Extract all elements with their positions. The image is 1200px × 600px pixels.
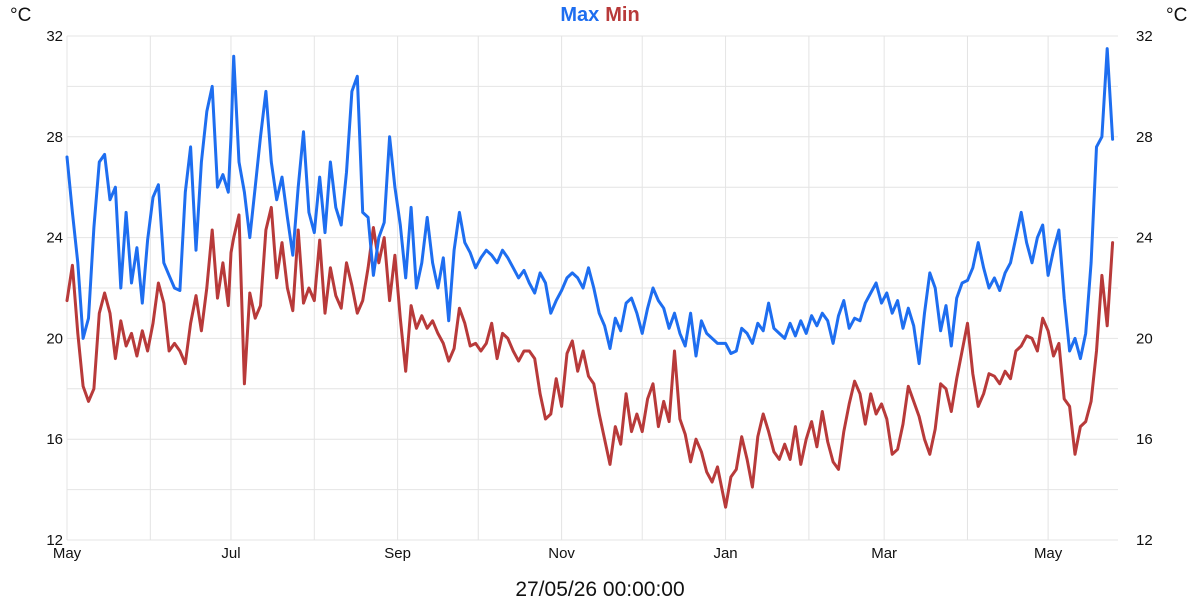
y-tick-label-right: 28 [1136,129,1153,146]
y-tick-label-left: 12 [46,532,63,549]
legend-max: Max [560,4,599,26]
y-tick-label-left: 32 [46,28,63,45]
x-tick-label: Jan [713,545,737,562]
legend: Max Min [560,4,639,26]
x-tick-label: May [53,545,82,562]
y-tick-label-right: 20 [1136,330,1153,347]
series-line-max [65,47,1115,366]
x-tick-label: Nov [548,545,575,562]
timestamp-footer: 27/05/26 00:00:00 [515,578,684,600]
x-tick-label: May [1034,545,1063,562]
y-tick-label-right: 16 [1136,431,1153,448]
y-tick-label-left: 20 [46,330,63,347]
y-axis-unit-right: °C [1166,5,1187,26]
y-axis-unit-left: °C [10,5,31,26]
y-tick-label-right: 12 [1136,532,1153,549]
legend-min: Min [605,4,639,26]
y-tick-label-left: 24 [46,230,63,247]
series-lines [65,47,1115,509]
series-line-min [65,205,1115,509]
x-tick-label: Sep [384,545,411,562]
y-tick-label-right: 32 [1136,28,1153,45]
y-tick-label-left: 28 [46,129,63,146]
y-tick-label-left: 16 [46,431,63,448]
x-tick-label: Jul [221,545,240,562]
y-tick-label-right: 24 [1136,230,1153,247]
x-tick-label: Mar [871,545,897,562]
axis-labels: 12 12 16 16 20 20 24 24 28 28 32 32 May Jul Sep Nov Jan M… [46,28,1152,562]
